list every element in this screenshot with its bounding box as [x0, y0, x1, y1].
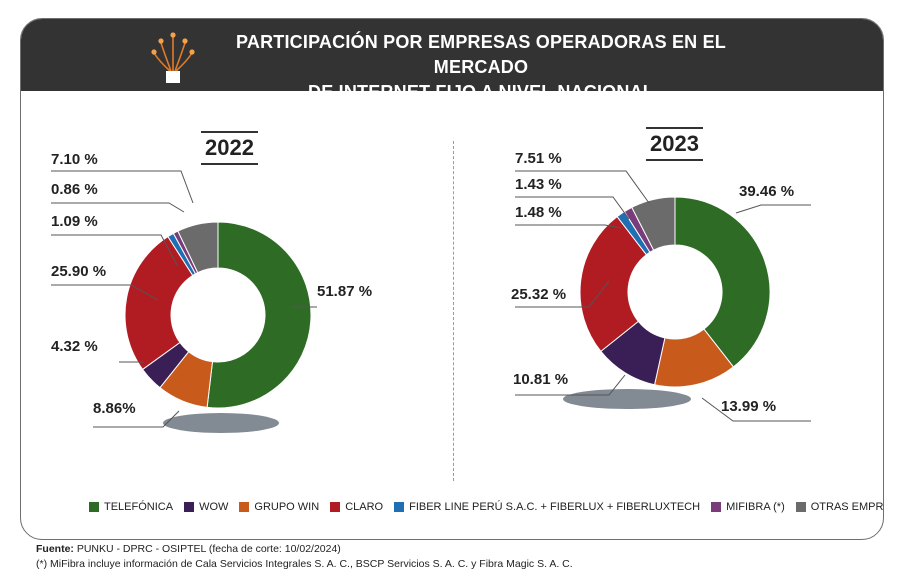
legend-swatch — [795, 502, 806, 512]
legend-item: GRUPO WIN — [239, 501, 319, 513]
donut-2022: 51.87 % 8.86% 4.32 % 25.90 % 1.09 % 0.86 % 7.1… — [51, 151, 372, 433]
legend-swatch — [711, 502, 722, 512]
legend-swatch — [394, 502, 405, 512]
leader-line — [515, 224, 622, 229]
year-2022-label: 2022 — [201, 131, 258, 165]
legend-label: TELEFÓNICA — [104, 501, 174, 513]
leader-line — [51, 284, 159, 301]
legend-swatch — [330, 502, 341, 512]
legend-swatch — [184, 502, 195, 512]
data-label: 25.90 % — [51, 263, 106, 280]
legend-swatch — [89, 502, 99, 512]
data-label: 39.46 % — [739, 183, 794, 200]
chart-title: PARTICIPACIÓN POR EMPRESAS OPERADORAS EN… — [201, 30, 761, 105]
donut-2023: 39.46 % 13.99 % 10.81 % 25.32 % 1.48 % 1.43 %… — [511, 150, 811, 422]
legend: TELEFÓNICA WOW GRUPO WIN CLARO FIBER LINE PE… — [89, 497, 884, 517]
source-label: Fuente: — [36, 543, 74, 555]
data-label: 7.51 % — [515, 150, 562, 167]
leader-line — [515, 170, 650, 204]
leader-line — [93, 410, 180, 428]
source-text: PUNKU - DPRC - OSIPTEL (fecha de corte: … — [73, 543, 341, 555]
source-note: Fuente: PUNKU - DPRC - OSIPTEL (fecha de… — [36, 543, 341, 555]
donut-charts: 51.87 % 8.86% 4.32 % 25.90 % 1.09 % 0.86 % 7.1… — [51, 150, 811, 433]
chart-card: PARTICIPACIÓN POR EMPRESAS OPERADORAS EN… — [20, 18, 884, 540]
legend-label: FIBER LINE PERÚ S.A.C. + FIBERLUX + FIBE… — [409, 501, 701, 513]
data-label: 51.87 % — [317, 283, 372, 300]
data-label: 7.10 % — [51, 151, 98, 168]
data-label: 25.32 % — [511, 286, 566, 303]
legend-label: MIFIBRA (*) — [726, 501, 785, 513]
leader-line — [515, 280, 610, 308]
data-label: 1.48 % — [515, 204, 562, 221]
donut-slice — [206, 221, 312, 409]
legend-label: OTRAS EMPRESAS — [810, 501, 884, 513]
leader-line — [515, 374, 626, 396]
donut-slice — [124, 235, 194, 371]
donut-slice — [579, 215, 648, 353]
donut-shadow — [563, 389, 691, 409]
donut-shadow — [163, 413, 279, 433]
legend-item: FIBER LINE PERÚ S.A.C. + FIBERLUX + FIBE… — [394, 501, 700, 513]
leader-line — [701, 397, 811, 422]
title-line-2: DE INTERNET FIJO A NIVEL NACIONAL — [308, 82, 654, 102]
title-banner: PARTICIPACIÓN POR EMPRESAS OPERADORAS EN… — [21, 19, 883, 102]
legend-label: WOW — [199, 501, 229, 513]
data-label: 4.32 % — [51, 338, 98, 355]
leader-line — [51, 170, 194, 204]
legend-item: WOW — [184, 501, 228, 513]
title-line-1: PARTICIPACIÓN POR EMPRESAS OPERADORAS EN… — [236, 32, 726, 77]
leader-line — [515, 196, 630, 220]
donut-slice — [674, 196, 771, 368]
donut-slice — [631, 196, 676, 251]
leader-line — [51, 202, 185, 213]
year-2023-label: 2023 — [646, 127, 703, 161]
legend-item: TELEFÓNICA — [89, 501, 173, 513]
panel-divider — [453, 141, 454, 481]
leader-line — [735, 204, 811, 214]
fiber-optic-icon — [151, 32, 195, 83]
legend-item: CLARO — [330, 501, 383, 513]
data-label: 10.81 % — [513, 371, 568, 388]
legend-label: GRUPO WIN — [254, 501, 320, 513]
data-label: 1.09 % — [51, 213, 98, 230]
data-label: 0.86 % — [51, 181, 98, 198]
mifibra-note: (*) MiFibra incluye información de Cala … — [36, 558, 573, 570]
legend-item: OTRAS EMPRESAS — [795, 501, 884, 513]
legend-label: CLARO — [345, 501, 384, 513]
data-label: 1.43 % — [515, 176, 562, 193]
legend-swatch — [239, 502, 250, 512]
data-label: 8.86% — [93, 400, 136, 417]
data-label: 13.99 % — [721, 398, 776, 415]
legend-item: MIFIBRA (*) — [711, 501, 785, 513]
donut-slice — [177, 221, 219, 274]
leader-line — [51, 234, 178, 266]
